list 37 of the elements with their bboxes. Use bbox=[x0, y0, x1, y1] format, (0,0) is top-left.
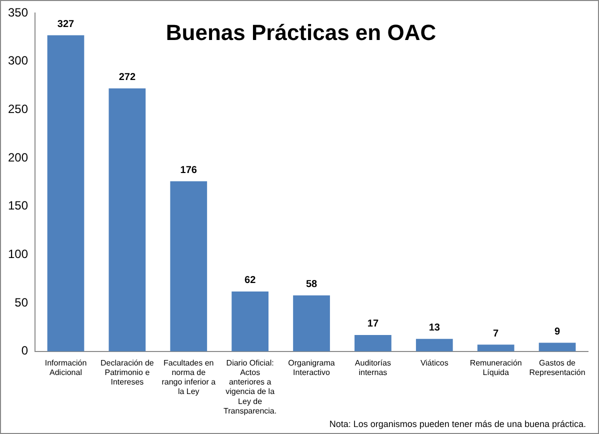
data-label: 327 bbox=[57, 18, 75, 30]
x-tick-label: Remuneración Líquida bbox=[470, 358, 522, 378]
x-tick-label: Declaración de Patrimonio e Intereses bbox=[100, 358, 154, 387]
text: Nota: Los organismos pueden tener más de una buena práctica. bbox=[329, 418, 586, 429]
bar bbox=[477, 344, 514, 352]
bar bbox=[232, 291, 268, 352]
y-tick-label: 0 bbox=[21, 344, 28, 358]
x-tick-label: Auditorías internas bbox=[354, 358, 391, 378]
bar bbox=[170, 181, 208, 352]
data-label: 17 bbox=[367, 318, 379, 330]
x-tick-label: Diario Oficial: Actos anteriores a vigencia de la Ley de Transparencia. bbox=[224, 358, 277, 416]
y-tick-label: 150 bbox=[8, 198, 28, 213]
y-tick-label: 200 bbox=[8, 150, 28, 164]
data-label: 13 bbox=[428, 322, 440, 334]
data-label: 62 bbox=[244, 275, 256, 286]
bar bbox=[538, 342, 576, 352]
y-tick-label: 350 bbox=[8, 5, 28, 20]
chart-title: Buenas Prácticas en OAC bbox=[166, 20, 436, 46]
y-tick-label: 250 bbox=[8, 102, 28, 116]
y-tick-label: 50 bbox=[14, 295, 28, 310]
x-tick-label: Información Adicional bbox=[44, 358, 87, 378]
bar bbox=[47, 35, 84, 352]
x-tick-label: Gastos de Representación bbox=[529, 358, 586, 378]
bar bbox=[108, 88, 146, 352]
data-label: 176 bbox=[180, 164, 198, 176]
data-label: 7 bbox=[493, 328, 500, 340]
data-label: 272 bbox=[118, 72, 136, 84]
bar bbox=[293, 295, 330, 352]
x-tick-label: Organigrama Interactivo bbox=[288, 358, 336, 378]
y-tick-label: 100 bbox=[8, 247, 28, 262]
x-tick-label: Facultades en norma de rango inferior a la Ley bbox=[162, 358, 216, 396]
bar bbox=[416, 338, 453, 352]
data-label: 9 bbox=[554, 326, 560, 338]
data-label: 58 bbox=[306, 279, 318, 290]
x-tick-label: Viáticos bbox=[420, 358, 448, 368]
y-tick-label: 300 bbox=[8, 54, 28, 68]
bar bbox=[354, 334, 392, 352]
